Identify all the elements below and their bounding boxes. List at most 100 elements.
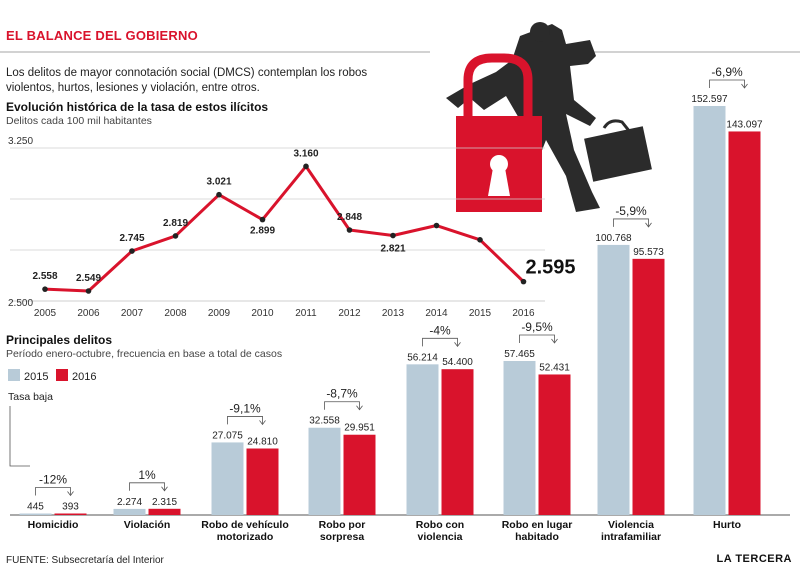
bar-value-label-2015: 2.274 xyxy=(117,497,142,508)
change-bracket xyxy=(227,416,263,425)
bar-value-label-2015: 152.597 xyxy=(691,94,728,105)
change-bracket xyxy=(35,487,71,496)
bar-category-label: Violencia intrafamiliar xyxy=(601,519,661,543)
bar-2016 xyxy=(148,508,181,515)
line-data-label: 2.819 xyxy=(163,218,188,229)
change-bracket xyxy=(613,218,649,227)
bar-2015 xyxy=(503,360,536,515)
bar-value-label-2015: 57.465 xyxy=(504,349,535,360)
bar-value-label-2015: 32.558 xyxy=(309,416,340,427)
line-data-label-highlight: 2.595 xyxy=(526,257,576,279)
line-data-point xyxy=(259,216,266,223)
bar-value-label-2016: 393 xyxy=(62,502,79,513)
line-series xyxy=(44,164,525,293)
bar-category-label: Robo de vehículo motorizado xyxy=(201,519,289,543)
line-data-point xyxy=(172,233,179,239)
bar-value-label-2016: 2.315 xyxy=(152,497,177,508)
bar-2016 xyxy=(343,434,376,515)
intro-text: Los delitos de mayor connotación social … xyxy=(6,67,368,94)
line-data-label: 2.899 xyxy=(250,226,275,237)
line-y-tick-label: 2.500 xyxy=(8,298,33,309)
brand-logo-text: LA TERCERA xyxy=(716,553,792,565)
bar-2015 xyxy=(211,442,244,515)
line-x-tick-label: 2016 xyxy=(512,308,535,319)
line-data-point xyxy=(129,248,135,254)
line-x-tick-label: 2011 xyxy=(295,308,317,319)
change-bracket xyxy=(519,334,555,343)
bar-category-label: Robo en lugar habitado xyxy=(502,519,573,543)
low-rate-bracket xyxy=(9,406,30,467)
bar-2015 xyxy=(308,427,341,515)
line-data-point xyxy=(477,237,483,243)
page-title: EL BALANCE DEL GOBIERNO xyxy=(6,28,198,43)
bar-2016 xyxy=(54,513,87,515)
bar-value-label-2015: 445 xyxy=(27,502,44,513)
bar-value-label-2016: 52.431 xyxy=(539,362,570,373)
bar-category-label: Violación xyxy=(124,519,171,531)
bar-category-label: Robo con violencia xyxy=(416,519,464,543)
line-x-tick-label: 2005 xyxy=(34,308,57,319)
change-arrow-icon xyxy=(161,486,168,492)
change-bracket xyxy=(709,79,745,88)
bar-chart: 2015 2016 Tasa baja 445 393 -12% Homicidio 2.27… xyxy=(8,65,790,543)
line-data-point xyxy=(390,232,396,239)
bar-value-label-2016: 143.097 xyxy=(726,119,763,130)
bar-value-label-2016: 95.573 xyxy=(633,247,664,258)
change-bracket xyxy=(129,482,165,491)
change-arrow-icon xyxy=(356,405,363,411)
line-data-label: 2.549 xyxy=(76,273,101,284)
bar-2016 xyxy=(246,448,279,515)
line-chart-title: Evolución histórica de la tasa de estos … xyxy=(6,100,269,114)
change-label: -5,9% xyxy=(615,204,647,218)
change-label: 1% xyxy=(138,468,156,482)
bar-value-label-2016: 29.951 xyxy=(344,423,375,434)
change-bracket xyxy=(422,337,458,347)
bar-chart-subtitle: Período enero-octubre, frecuencia en bas… xyxy=(6,348,283,360)
change-label: -12% xyxy=(39,473,67,487)
line-x-tick-label: 2008 xyxy=(164,308,187,319)
change-arrow-icon xyxy=(741,83,748,89)
bar-value-label-2016: 54.400 xyxy=(442,357,473,368)
low-rate-annotation: Tasa baja xyxy=(8,391,53,403)
line-data-point xyxy=(303,163,309,170)
bar-2016 xyxy=(441,369,474,515)
line-x-tick-label: 2015 xyxy=(469,308,492,319)
bar-2015 xyxy=(597,244,630,515)
line-data-label: 3.160 xyxy=(293,148,318,159)
bar-value-label-2015: 27.075 xyxy=(212,430,243,441)
change-label: -6,9% xyxy=(711,65,743,79)
line-data-point xyxy=(346,227,353,233)
change-arrow-icon xyxy=(551,338,558,344)
line-data-label: 2.821 xyxy=(380,244,405,255)
bar-chart-title: Principales delitos xyxy=(6,333,113,347)
legend-label-2015: 2015 xyxy=(24,371,48,383)
line-x-tick-label: 2014 xyxy=(425,308,448,319)
source-note: FUENTE: Subsecretaría del Interior xyxy=(6,555,164,566)
bar-category-label: Robo por sorpresa xyxy=(319,519,366,543)
bar-2015 xyxy=(693,106,726,515)
change-arrow-icon xyxy=(259,420,266,426)
change-label: -8,7% xyxy=(326,387,358,401)
change-arrow-icon xyxy=(645,222,652,228)
legend-swatch-2016 xyxy=(56,369,68,381)
bar-2015 xyxy=(113,508,146,515)
bar-category-label: Homicidio xyxy=(28,519,79,531)
line-data-point xyxy=(216,191,222,198)
bar-2016 xyxy=(728,131,761,515)
bar-value-label-2015: 56.214 xyxy=(407,352,438,363)
line-data-point xyxy=(85,288,92,294)
bar-2015 xyxy=(19,513,52,515)
line-data-label: 3.021 xyxy=(206,177,231,188)
line-chart-subtitle: Delitos cada 100 mil habitantes xyxy=(6,115,152,127)
thief-padlock-illustration xyxy=(446,22,652,212)
change-label: -4% xyxy=(429,323,451,337)
line-data-point xyxy=(433,222,440,229)
line-x-tick-label: 2010 xyxy=(251,308,274,319)
line-x-tick-label: 2009 xyxy=(208,308,231,319)
line-x-tick-label: 2012 xyxy=(338,308,361,319)
change-arrow-icon xyxy=(454,342,461,347)
line-x-tick-label: 2006 xyxy=(77,308,100,319)
change-arrow-icon xyxy=(67,491,74,497)
legend-label-2016: 2016 xyxy=(72,371,96,383)
